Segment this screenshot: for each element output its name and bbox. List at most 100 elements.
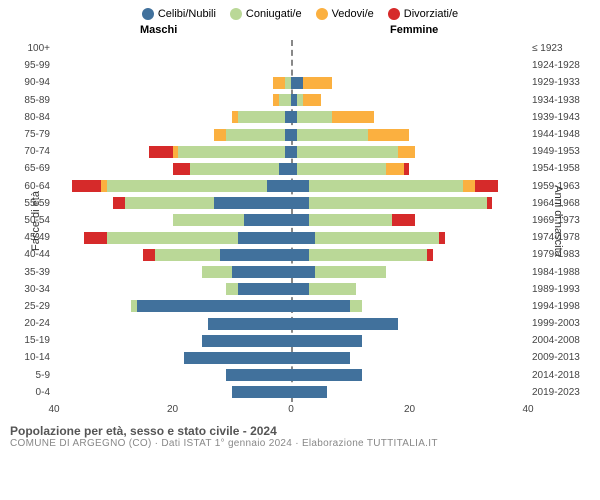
cohort-label: 2014-2018 (532, 367, 590, 384)
age-label: 15-19 (10, 332, 50, 349)
legend: Celibi/NubiliConiugati/eVedovi/eDivorzia… (10, 8, 590, 20)
female-side (291, 249, 528, 261)
pyramid-row (54, 92, 528, 109)
segment-coniugati (309, 249, 428, 261)
segment-divorziati (487, 197, 493, 209)
segment-coniugati (309, 180, 463, 192)
female-side (291, 318, 528, 330)
x-tick: 40 (522, 404, 533, 415)
segment-vedovi (273, 77, 285, 89)
segment-celibi (291, 352, 350, 364)
segment-celibi (220, 249, 291, 261)
male-side (54, 386, 291, 398)
male-side (54, 214, 291, 226)
male-side (54, 197, 291, 209)
female-side (291, 232, 528, 244)
female-side (291, 111, 528, 123)
pyramid-row (54, 384, 528, 401)
segment-celibi (291, 249, 309, 261)
age-label: 35-39 (10, 263, 50, 280)
female-side (291, 146, 528, 158)
cohort-label: 1934-1938 (532, 92, 590, 109)
chart-title: Popolazione per età, sesso e stato civil… (10, 424, 590, 438)
segment-coniugati (297, 129, 368, 141)
segment-divorziati (84, 232, 108, 244)
segment-coniugati (297, 146, 398, 158)
segment-vedovi (214, 129, 226, 141)
pyramid-row (54, 315, 528, 332)
female-side (291, 283, 528, 295)
legend-label: Vedovi/e (332, 8, 374, 20)
segment-coniugati (190, 163, 279, 175)
male-side (54, 283, 291, 295)
female-side (291, 369, 528, 381)
segment-coniugati (226, 283, 238, 295)
female-side (291, 163, 528, 175)
segment-divorziati (392, 214, 416, 226)
cohort-label: 1989-1993 (532, 281, 590, 298)
male-side (54, 163, 291, 175)
left-axis-title: Fasce di età (30, 191, 42, 251)
segment-divorziati (72, 180, 102, 192)
age-label: 80-84 (10, 109, 50, 126)
male-side (54, 318, 291, 330)
segment-celibi (291, 335, 362, 347)
pyramid-row (54, 281, 528, 298)
cohort-label: 1954-1958 (532, 160, 590, 177)
pyramid-row (54, 246, 528, 263)
segment-divorziati (149, 146, 173, 158)
cohort-label: 2019-2023 (532, 384, 590, 401)
segment-vedovi (386, 163, 404, 175)
cohort-label: 2009-2013 (532, 349, 590, 366)
male-side (54, 111, 291, 123)
segment-celibi (184, 352, 291, 364)
plot-area: Fasce di età 100+95-9990-9485-8980-8475-… (10, 40, 590, 402)
segment-divorziati (143, 249, 155, 261)
age-label: 95-99 (10, 57, 50, 74)
segment-celibi (137, 300, 291, 312)
cohort-label: 1944-1948 (532, 126, 590, 143)
segment-celibi (226, 369, 291, 381)
segment-celibi (244, 214, 291, 226)
segment-coniugati (125, 197, 214, 209)
segment-coniugati (297, 111, 333, 123)
segment-celibi (291, 318, 398, 330)
segment-divorziati (404, 163, 410, 175)
segment-celibi (291, 180, 309, 192)
segment-coniugati (309, 283, 356, 295)
segment-coniugati (226, 129, 285, 141)
male-label: Maschi (140, 24, 177, 36)
x-tick: 40 (48, 404, 59, 415)
age-label: 20-24 (10, 315, 50, 332)
segment-celibi (291, 283, 309, 295)
segment-celibi (291, 77, 303, 89)
cohort-label: 1984-1988 (532, 263, 590, 280)
segment-celibi (291, 300, 350, 312)
male-side (54, 369, 291, 381)
segment-celibi (291, 197, 309, 209)
cohort-label: 1939-1943 (532, 109, 590, 126)
legend-dot-icon (388, 8, 400, 20)
female-side (291, 129, 528, 141)
segment-vedovi (398, 146, 416, 158)
female-side (291, 77, 528, 89)
pyramid-row (54, 143, 528, 160)
pyramid-row (54, 212, 528, 229)
cohort-label: 1999-2003 (532, 315, 590, 332)
female-side (291, 386, 528, 398)
male-side (54, 300, 291, 312)
segment-celibi (232, 266, 291, 278)
pyramid-row (54, 126, 528, 143)
female-side (291, 266, 528, 278)
gender-labels: Maschi Femmine (10, 24, 590, 40)
male-side (54, 77, 291, 89)
legend-label: Divorziati/e (404, 8, 458, 20)
age-label: 85-89 (10, 92, 50, 109)
segment-vedovi (368, 129, 409, 141)
segment-divorziati (439, 232, 445, 244)
age-label: 75-79 (10, 126, 50, 143)
titles: Popolazione per età, sesso e stato civil… (10, 424, 590, 449)
legend-dot-icon (230, 8, 242, 20)
age-label: 90-94 (10, 74, 50, 91)
legend-dot-icon (142, 8, 154, 20)
